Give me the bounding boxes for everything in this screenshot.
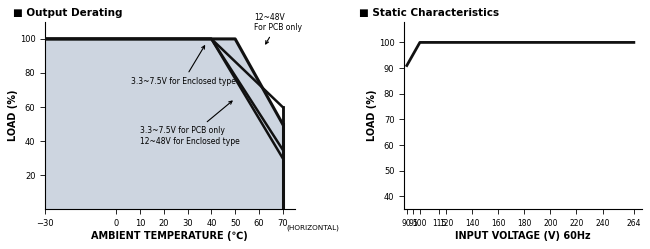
Polygon shape: [46, 39, 283, 209]
Text: (HORIZONTAL): (HORIZONTAL): [286, 225, 339, 231]
Text: 3.3~7.5V for Enclosed type: 3.3~7.5V for Enclosed type: [131, 46, 235, 86]
Text: ■ Static Characteristics: ■ Static Characteristics: [359, 8, 499, 18]
Text: 12~48V
For PCB only: 12~48V For PCB only: [254, 13, 302, 44]
Text: 3.3~7.5V for PCB only
12~48V for Enclosed type: 3.3~7.5V for PCB only 12~48V for Enclose…: [140, 101, 240, 146]
Y-axis label: LOAD (%): LOAD (%): [367, 90, 378, 141]
X-axis label: AMBIENT TEMPERATURE (℃): AMBIENT TEMPERATURE (℃): [92, 231, 248, 241]
X-axis label: INPUT VOLTAGE (V) 60Hz: INPUT VOLTAGE (V) 60Hz: [455, 231, 591, 241]
Text: ■ Output Derating: ■ Output Derating: [13, 8, 122, 18]
Y-axis label: LOAD (%): LOAD (%): [8, 90, 18, 141]
